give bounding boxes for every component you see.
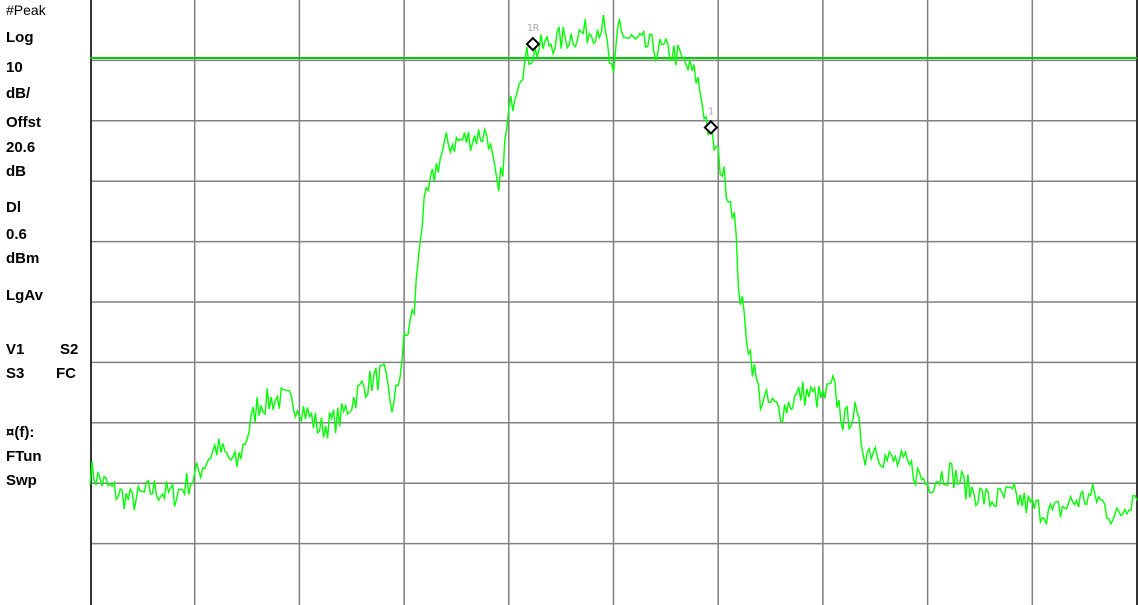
display-line-value: 0.6 xyxy=(6,226,27,243)
function-label: ¤(f): xyxy=(6,424,35,441)
graticule xyxy=(90,0,1138,605)
marker-label: 1R xyxy=(527,23,540,34)
scale-value-label: 10 xyxy=(6,59,23,76)
offset-unit: dB xyxy=(6,163,26,180)
function-value-ftun: FTun xyxy=(6,448,42,465)
trace-label-s3: S3 xyxy=(6,365,25,382)
marker-diamond xyxy=(525,36,541,52)
trace-label-s2: S2 xyxy=(60,341,79,358)
detector-label: #Peak xyxy=(6,2,46,18)
display-line-unit: dBm xyxy=(6,250,40,267)
side-panel: #Peak Log 10 dB/ Offst 20.6 dB Dl 0.6 dB… xyxy=(0,0,88,605)
scale-type-label: Log xyxy=(6,29,34,46)
offset-value: 20.6 xyxy=(6,139,36,156)
marker-diamond xyxy=(703,120,719,135)
function-value-swp: Swp xyxy=(6,472,37,489)
marker-label: 1 xyxy=(708,106,714,117)
markers: 1R 1 xyxy=(525,23,719,135)
spectrum-trace xyxy=(89,14,1138,526)
scale-unit-label: dB/ xyxy=(6,85,31,102)
offset-label: Offst xyxy=(6,114,41,131)
trace-label-v1: V1 xyxy=(6,341,25,358)
avg-mode-label: LgAv xyxy=(6,287,43,304)
trace-label-fc: FC xyxy=(56,365,76,382)
display-line-label: Dl xyxy=(6,199,21,216)
